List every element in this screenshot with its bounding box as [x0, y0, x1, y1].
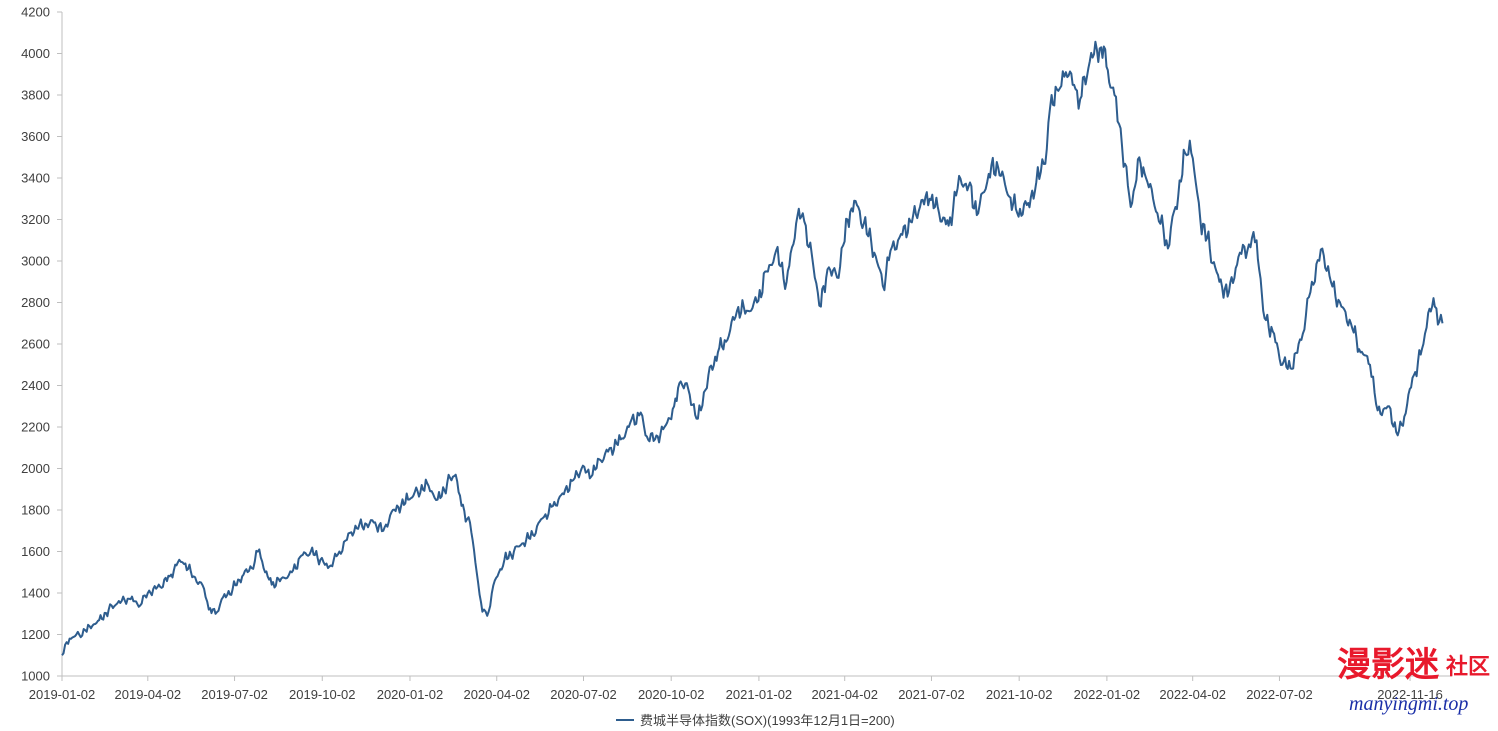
x-tick-label: 2019-01-02 [29, 687, 96, 702]
legend: 费城半导体指数(SOX)(1993年12月1日=200) [616, 713, 895, 728]
y-tick-label: 2200 [21, 420, 50, 435]
series-group [61, 40, 1444, 656]
legend-label: 费城半导体指数(SOX)(1993年12月1日=200) [640, 713, 895, 728]
x-tick-label: 2019-07-02 [201, 687, 268, 702]
y-tick-label: 3800 [21, 88, 50, 103]
y-tick-label: 1000 [21, 669, 50, 684]
x-tick-label: 2020-01-02 [377, 687, 444, 702]
y-tick-label: 1200 [21, 627, 50, 642]
y-tick-label: 3000 [21, 254, 50, 269]
y-tick-label: 2600 [21, 337, 50, 352]
y-tick-label: 2400 [21, 378, 50, 393]
watermark: 漫影迷 社区 manyingmi.top [1337, 645, 1490, 715]
y-tick-label: 3200 [21, 212, 50, 227]
x-tick-label: 2022-07-02 [1246, 687, 1313, 702]
x-tick-label: 2021-01-02 [726, 687, 793, 702]
x-tick-label: 2020-10-02 [638, 687, 705, 702]
y-tick-label: 2800 [21, 295, 50, 310]
series-line-0 [61, 40, 1444, 656]
x-tick-label: 2019-10-02 [289, 687, 356, 702]
y-tick-label: 3600 [21, 129, 50, 144]
y-tick-label: 1400 [21, 586, 50, 601]
watermark-url: manyingmi.top [1349, 693, 1468, 715]
x-tick-label: 2022-11-16 [1377, 687, 1443, 702]
watermark-logo: 漫影迷 [1337, 645, 1440, 685]
x-tick-label: 2021-04-02 [811, 687, 878, 702]
x-tick-label: 2020-07-02 [550, 687, 617, 702]
y-tick-label: 1600 [21, 544, 50, 559]
y-tick-label: 2000 [21, 461, 50, 476]
x-tick-label: 2020-04-02 [463, 687, 530, 702]
y-tick-label: 4000 [21, 46, 50, 61]
x-tick-label: 2022-01-02 [1074, 687, 1141, 702]
watermark-logo-suffix: 社区 [1446, 654, 1490, 680]
y-tick-label: 3400 [21, 171, 50, 186]
x-axis: 2019-01-02 2019-04-02 2019-07-02 2019-10-02… [29, 675, 1452, 702]
x-tick-label: 2022-04-02 [1159, 687, 1226, 702]
y-axis: 1000 1200 1400 1600 1800 2000 2200 2400 2600 2800… [21, 5, 63, 684]
y-tick-label: 4200 [21, 5, 50, 20]
x-tick-label: 2019-04-02 [115, 687, 182, 702]
x-tick-label: 2021-07-02 [898, 687, 965, 702]
x-tick-label: 2021-10-02 [986, 687, 1053, 702]
y-tick-label: 1800 [21, 503, 50, 518]
